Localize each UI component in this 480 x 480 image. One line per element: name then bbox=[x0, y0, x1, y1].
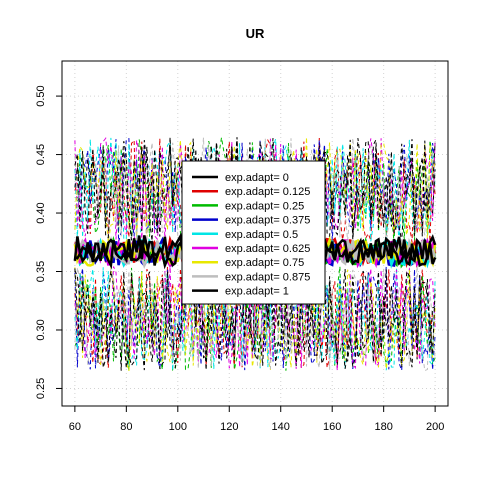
y-tick-label-3: 0.40 bbox=[35, 202, 47, 223]
x-tick-label-0: 60 bbox=[69, 421, 81, 433]
legend-label-8: exp.adapt= 1 bbox=[225, 286, 289, 298]
x-tick-label-5: 160 bbox=[323, 421, 341, 433]
legend-box bbox=[181, 160, 326, 305]
series-6-upper-band bbox=[74, 137, 436, 243]
legend: exp.adapt= 0 exp.adapt= 0.125 exp.adapt= 0… bbox=[181, 160, 326, 305]
y-tick-label-4: 0.45 bbox=[35, 144, 47, 165]
x-tick-label-2: 100 bbox=[169, 421, 187, 433]
legend-label-2: exp.adapt= 0.25 bbox=[225, 200, 304, 212]
series-8-lower-band bbox=[74, 267, 436, 371]
series-8-upper-band bbox=[74, 137, 436, 241]
series-4-lower-band bbox=[74, 267, 436, 371]
chart-title: UR bbox=[246, 26, 265, 41]
legend-label-5: exp.adapt= 0.625 bbox=[225, 243, 310, 255]
legend-label-3: exp.adapt= 0.375 bbox=[225, 215, 310, 227]
legend-label-7: exp.adapt= 0.875 bbox=[225, 271, 310, 283]
y-tick-label-1: 0.30 bbox=[35, 319, 47, 340]
x-tick-label-6: 180 bbox=[374, 421, 392, 433]
x-tick-label-3: 120 bbox=[220, 421, 238, 433]
legend-label-0: exp.adapt= 0 bbox=[225, 172, 289, 184]
legend-label-6: exp.adapt= 0.75 bbox=[225, 257, 304, 269]
series-0-lower-band bbox=[74, 265, 436, 371]
series-0-upper-band bbox=[74, 137, 436, 242]
series-7-lower-band bbox=[74, 265, 436, 372]
legend-label-1: exp.adapt= 0.125 bbox=[225, 186, 310, 198]
plot-frame bbox=[61, 60, 449, 407]
series-5-lower-band bbox=[74, 266, 436, 371]
x-tick-label-7: 200 bbox=[426, 421, 444, 433]
y-tick-label-2: 0.35 bbox=[35, 261, 47, 282]
y-tick-label-0: 0.25 bbox=[35, 378, 47, 399]
legend-label-4: exp.adapt= 0.5 bbox=[225, 229, 298, 241]
x-tick-label-1: 80 bbox=[120, 421, 132, 433]
x-tick-label-4: 140 bbox=[272, 421, 290, 433]
y-tick-label-5: 0.50 bbox=[35, 85, 47, 106]
